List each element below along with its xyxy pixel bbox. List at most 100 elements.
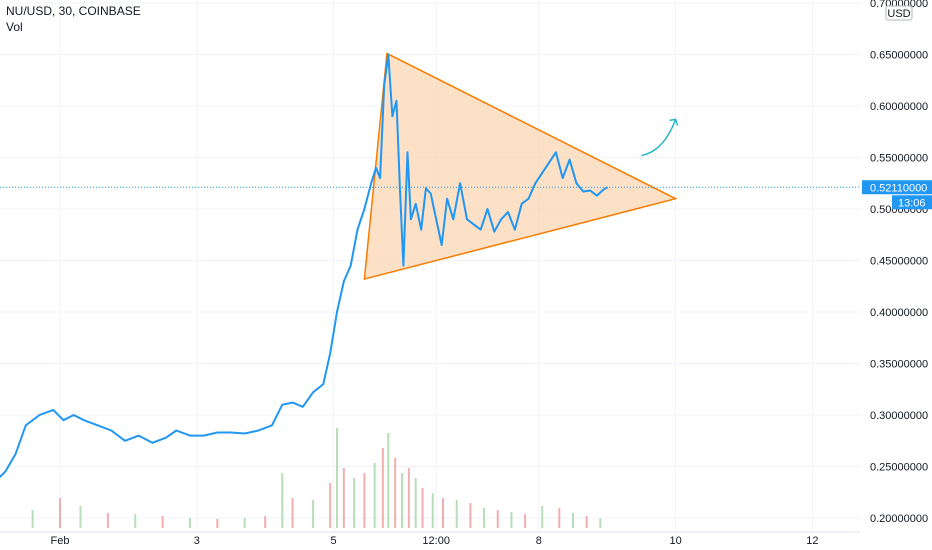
price-tag	[862, 180, 932, 195]
price-point	[500, 218, 502, 221]
price-point	[329, 352, 331, 355]
volume-bar	[599, 518, 602, 528]
price-point	[473, 223, 475, 226]
price-point	[379, 177, 381, 179]
price-point	[507, 211, 509, 213]
price-point	[493, 230, 496, 233]
price-point	[589, 189, 591, 192]
triangle-pattern[interactable]	[363, 52, 678, 281]
volume-bar	[106, 513, 109, 528]
countdown-tag	[892, 195, 932, 210]
symbol-title[interactable]: NU/USD, 30, COINBASE	[6, 4, 141, 18]
volume-bar	[373, 463, 376, 528]
currency-badge-label: USD	[887, 8, 910, 20]
price-point	[137, 434, 140, 437]
price-point	[429, 192, 432, 195]
price-point	[175, 429, 178, 432]
x-tick-label: Feb	[51, 535, 70, 547]
y-tick-label: 0.30000000	[870, 410, 928, 422]
volume-bar	[336, 428, 339, 528]
volume-bar	[524, 514, 527, 528]
price-point	[406, 151, 409, 154]
price-point	[124, 439, 126, 442]
price-point	[257, 429, 260, 432]
volume-bar	[455, 500, 458, 528]
price-axis[interactable]	[860, 0, 932, 550]
projection-arrow[interactable]	[641, 119, 677, 157]
price-point	[391, 115, 394, 118]
price-point	[343, 280, 345, 282]
x-tick-label: 12:00	[422, 535, 450, 547]
y-tick-label: 0.55000000	[870, 153, 928, 165]
price-point	[520, 203, 523, 205]
price-point	[363, 208, 366, 210]
price-point	[383, 84, 386, 87]
price-point	[52, 409, 54, 411]
price-point	[202, 434, 205, 437]
price-point	[548, 161, 550, 164]
x-tick-label: 12	[806, 535, 818, 547]
price-point	[243, 432, 246, 435]
price-point	[582, 190, 585, 193]
currency-badge[interactable]	[885, 5, 913, 21]
volume-bar	[407, 468, 410, 528]
volume-bar	[363, 473, 366, 528]
volume-bar	[188, 518, 191, 528]
price-point	[83, 419, 85, 421]
volume-label[interactable]: Vol	[6, 20, 23, 34]
price-point	[575, 182, 578, 185]
y-tick-label: 0.20000000	[870, 513, 928, 525]
price-point	[336, 311, 338, 313]
volume-bar	[79, 506, 82, 528]
price-point	[312, 391, 314, 394]
y-tick-label: 0.70000000	[870, 0, 928, 10]
volume-bar	[541, 506, 544, 528]
price-point	[602, 188, 605, 191]
volume-bar	[264, 516, 267, 528]
price-point	[446, 197, 448, 200]
price-point	[399, 187, 401, 190]
countdown-label: 13:06	[898, 197, 926, 209]
projection-arrow-head	[669, 118, 679, 126]
price-point	[561, 177, 564, 179]
price-point	[302, 405, 304, 408]
volume-bar	[342, 468, 345, 528]
price-line[interactable]	[0, 53, 608, 486]
price-point	[356, 228, 359, 231]
price-point	[230, 431, 232, 434]
volume-bar	[558, 508, 561, 528]
volume-bar	[353, 478, 356, 528]
volume-bar	[572, 513, 574, 528]
price-point	[271, 424, 273, 427]
price-point	[4, 470, 7, 473]
volume-bar	[59, 498, 61, 528]
volume-bar	[291, 498, 294, 528]
price-point	[38, 414, 41, 416]
price-point	[62, 419, 65, 421]
volume-bar	[381, 448, 384, 528]
volume-bar	[421, 488, 424, 528]
x-tick-label: 8	[536, 535, 542, 547]
price-point	[486, 208, 489, 210]
price-point	[370, 182, 373, 185]
volume-bar	[483, 508, 486, 528]
price-point	[387, 53, 390, 56]
volume-bar	[31, 510, 34, 528]
price-point	[216, 431, 219, 434]
price-point	[165, 436, 167, 439]
price-point	[25, 424, 27, 427]
price-point	[14, 453, 17, 455]
price-point	[72, 414, 75, 416]
price-point	[281, 403, 284, 406]
volume-bar	[387, 433, 390, 528]
price-point	[322, 383, 325, 385]
volume-bar	[469, 503, 472, 528]
price-point	[291, 401, 294, 404]
y-tick-label: 0.60000000	[870, 101, 928, 113]
price-point	[151, 442, 154, 444]
price-point	[402, 264, 405, 267]
price-point	[414, 203, 417, 205]
volume-bar	[496, 510, 499, 528]
price-point	[420, 228, 422, 231]
